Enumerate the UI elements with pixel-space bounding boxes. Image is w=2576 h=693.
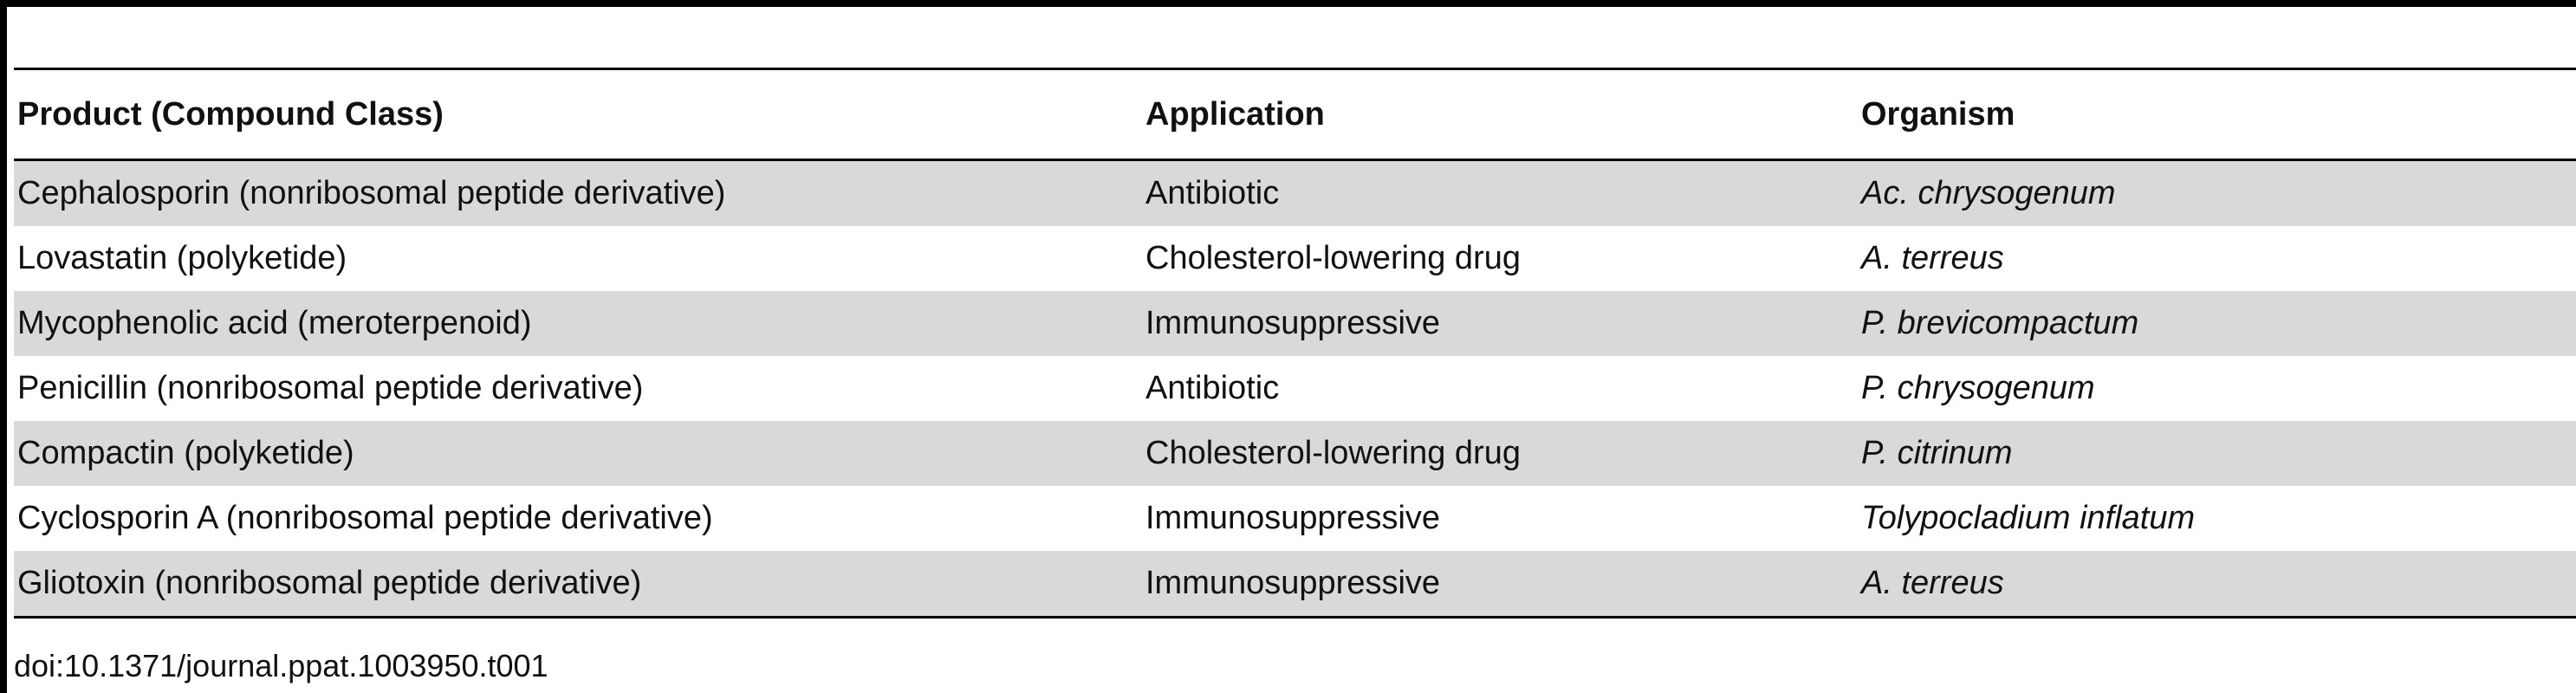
table-row: Penicillin (nonribosomal peptide derivat… xyxy=(14,356,2576,421)
cell-application: Immunosuppressive xyxy=(1142,291,1858,356)
cell-product: Gliotoxin (nonribosomal peptide derivati… xyxy=(14,551,1142,618)
cell-application: Immunosuppressive xyxy=(1142,551,1858,618)
table-row: Cephalosporin (nonribosomal peptide deri… xyxy=(14,159,2576,226)
table-row: Cyclosporin A (nonribosomal peptide deri… xyxy=(14,486,2576,551)
compound-table: Product (Compound Class) Application Org… xyxy=(14,68,2576,619)
table-header: Product (Compound Class) Application Org… xyxy=(14,68,2576,160)
cell-organism: P. chrysogenum xyxy=(1858,356,2576,421)
cell-organism: Ac. chrysogenum xyxy=(1858,159,2576,226)
cell-product: Lovastatin (polyketide) xyxy=(14,226,1142,291)
header-application: Application xyxy=(1145,95,1325,133)
cell-organism: P. brevicompactum xyxy=(1858,291,2576,356)
cell-application: Cholesterol-lowering drug xyxy=(1142,226,1858,291)
table-row: Lovastatin (polyketide) Cholesterol-lowe… xyxy=(14,226,2576,291)
cell-product: Cyclosporin A (nonribosomal peptide deri… xyxy=(14,486,1142,551)
table-row: Mycophenolic acid (meroterpenoid) Immuno… xyxy=(14,291,2576,356)
header-organism: Organism xyxy=(1861,95,2015,133)
doi-footnote: doi:10.1371/journal.ppat.1003950.t001 xyxy=(14,648,548,683)
table-body: Cephalosporin (nonribosomal peptide deri… xyxy=(14,159,2576,618)
cell-product: Cephalosporin (nonribosomal peptide deri… xyxy=(14,159,1142,226)
cell-product: Compactin (polyketide) xyxy=(14,421,1142,486)
cell-application: Immunosuppressive xyxy=(1142,486,1858,551)
table-container: Product (Compound Class) Application Org… xyxy=(14,68,2576,619)
cell-application: Antibiotic xyxy=(1142,159,1858,226)
cell-product: Penicillin (nonribosomal peptide derivat… xyxy=(14,356,1142,421)
cell-application: Antibiotic xyxy=(1142,356,1858,421)
cell-organism: P. citrinum xyxy=(1858,421,2576,486)
cell-organism: Tolypocladium inflatum xyxy=(1858,486,2576,551)
header-row: Product (Compound Class) Application Org… xyxy=(14,68,2576,160)
cell-organism: A. terreus xyxy=(1858,551,2576,618)
table-row: Compactin (polyketide) Cholesterol-lower… xyxy=(14,421,2576,486)
cell-organism: A. terreus xyxy=(1858,226,2576,291)
cell-product: Mycophenolic acid (meroterpenoid) xyxy=(14,291,1142,356)
left-border-rule xyxy=(0,0,7,693)
header-product: Product (Compound Class) xyxy=(17,95,444,133)
table-row: Gliotoxin (nonribosomal peptide derivati… xyxy=(14,551,2576,618)
top-border-rule xyxy=(0,0,2576,7)
cell-application: Cholesterol-lowering drug xyxy=(1142,421,1858,486)
